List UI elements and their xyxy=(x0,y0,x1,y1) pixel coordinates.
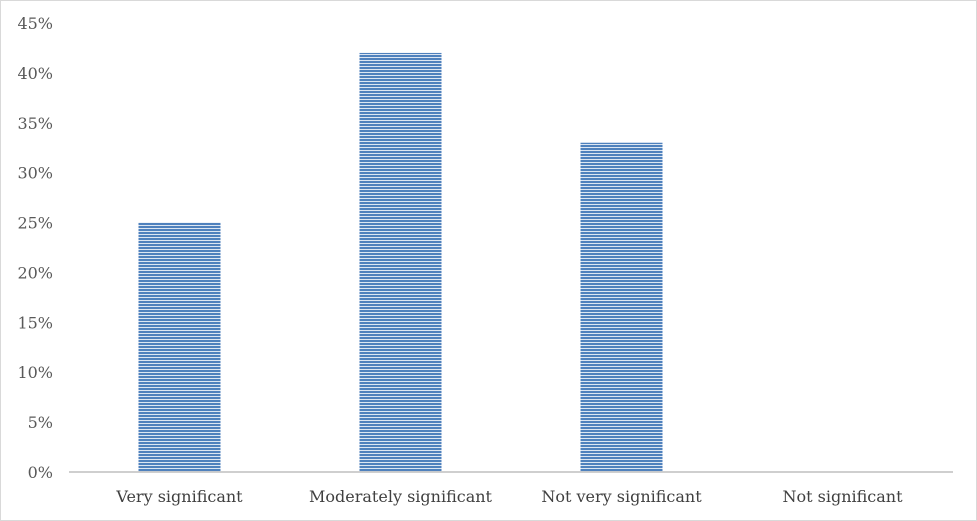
y-tick-label: 10% xyxy=(17,363,53,382)
y-tick-label: 30% xyxy=(17,164,53,183)
bars-group xyxy=(138,52,663,472)
x-category-label: Moderately significant xyxy=(309,487,493,506)
y-tick-label: 20% xyxy=(17,263,53,282)
x-category-label: Not very significant xyxy=(541,487,702,506)
bar-moderately-significant xyxy=(359,52,442,472)
y-tick-label: 45% xyxy=(17,14,53,33)
x-axis-category-labels: Very significant Moderately significant No… xyxy=(115,487,903,506)
y-tick-label: 15% xyxy=(17,313,53,332)
y-tick-label: 5% xyxy=(28,413,53,432)
x-category-label: Very significant xyxy=(115,487,243,506)
y-axis-tick-labels: 0% 5% 10% 15% 20% 25% 30% 35% 40% 45% xyxy=(17,14,53,482)
x-category-label: Not significant xyxy=(782,487,903,506)
bar-very-significant xyxy=(138,222,221,472)
y-tick-label: 35% xyxy=(17,114,53,133)
y-tick-label: 0% xyxy=(28,463,53,482)
y-tick-label: 40% xyxy=(17,64,53,83)
bar-not-very-significant xyxy=(580,142,663,472)
y-tick-label: 25% xyxy=(17,214,53,233)
